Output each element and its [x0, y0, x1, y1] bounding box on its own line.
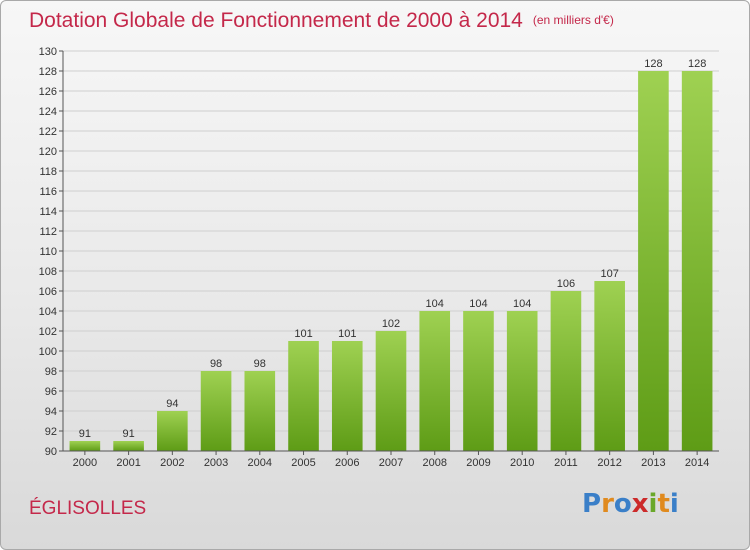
y-tick-label: 90 — [45, 446, 57, 458]
bar — [419, 311, 451, 451]
y-tick-label: 114 — [39, 206, 57, 218]
bar-value-label: 104 — [426, 298, 444, 310]
y-tick-label: 118 — [39, 166, 57, 178]
bar-value-label: 102 — [382, 318, 400, 330]
y-tick-label: 120 — [39, 146, 57, 158]
logo-letter: i — [669, 489, 679, 519]
y-tick-label: 128 — [39, 66, 57, 78]
bar — [594, 281, 625, 451]
bar-value-label: 104 — [513, 298, 531, 310]
bar-value-label: 101 — [338, 328, 356, 340]
commune-name: ÉGLISOLLES — [29, 498, 147, 519]
bar-value-label: 91 — [122, 428, 134, 440]
chart-title-text: Dotation Globale de Fonctionnement de 20… — [29, 9, 523, 32]
bar-value-label: 128 — [644, 58, 662, 70]
x-tick-label: 2002 — [160, 457, 184, 469]
y-tick-label: 110 — [39, 246, 57, 258]
bar — [638, 71, 669, 451]
bar — [331, 341, 363, 451]
bar-value-label: 107 — [600, 268, 618, 280]
bar-value-label: 98 — [210, 358, 222, 370]
y-tick-label: 124 — [39, 106, 57, 118]
x-tick-label: 2001 — [116, 457, 140, 469]
bars: 91 91 94 98 98 101 101 102 104 104 104 106 107 128 128 — [69, 58, 713, 451]
x-tick-label: 2013 — [641, 457, 665, 469]
bar — [113, 441, 144, 451]
x-tick-label: 2008 — [422, 457, 446, 469]
x-tick-label: 2005 — [291, 457, 315, 469]
y-tick-label: 122 — [39, 126, 57, 138]
y-tick-label: 130 — [39, 46, 57, 58]
logo-letter: i — [648, 489, 658, 519]
logo-letter: P — [582, 489, 602, 519]
bar-value-label: 106 — [557, 278, 575, 290]
x-tick-label: 2004 — [248, 457, 272, 469]
x-tick-label: 2009 — [466, 457, 490, 469]
y-tick-label: 94 — [45, 406, 57, 418]
logo-letter: o — [613, 489, 632, 519]
y-tick-label: 102 — [39, 326, 57, 338]
bar — [463, 311, 494, 451]
bar — [244, 371, 276, 451]
axes: 90 92 94 96 98 100 102 104 106 108 110 112 114 116 118… — [39, 46, 719, 469]
bar-value-label: 101 — [294, 328, 312, 340]
x-tick-label: 2011 — [554, 457, 578, 469]
chart-subtitle: (en milliers d'€) — [532, 13, 614, 27]
logo-letter: r — [601, 489, 614, 519]
bar — [288, 341, 319, 451]
y-tick-label: 108 — [39, 266, 57, 278]
bar-value-label: 98 — [254, 358, 266, 370]
bar — [157, 411, 188, 451]
bar — [506, 311, 538, 451]
proxiti-logo: Proxiti — [582, 489, 679, 519]
y-tick-label: 116 — [39, 186, 57, 198]
y-tick-label: 112 — [39, 226, 57, 238]
bar — [375, 331, 407, 451]
bar-value-label: 91 — [79, 428, 91, 440]
y-tick-label: 126 — [39, 86, 57, 98]
bar — [69, 441, 101, 451]
bar — [550, 291, 582, 451]
y-tick-label: 98 — [45, 366, 57, 378]
x-tick-label: 2003 — [204, 457, 228, 469]
x-tick-label: 2000 — [73, 457, 97, 469]
chart-title: Dotation Globale de Fonctionnement de 20… — [29, 9, 614, 33]
x-tick-label: 2007 — [379, 457, 403, 469]
bar — [200, 371, 232, 451]
x-tick-label: 2006 — [335, 457, 359, 469]
bar — [681, 71, 713, 451]
logo-letter: x — [631, 489, 649, 519]
logo-letter: t — [657, 489, 670, 519]
bar-value-label: 104 — [469, 298, 487, 310]
x-tick-label: 2012 — [597, 457, 621, 469]
y-tick-label: 100 — [39, 346, 57, 358]
y-tick-label: 92 — [45, 426, 57, 438]
y-tick-label: 96 — [45, 386, 57, 398]
x-tick-label: 2014 — [685, 457, 709, 469]
x-tick-label: 2010 — [510, 457, 534, 469]
bar-value-label: 94 — [166, 398, 178, 410]
y-tick-label: 104 — [39, 306, 57, 318]
bar-value-label: 128 — [688, 58, 706, 70]
y-tick-label: 106 — [39, 286, 57, 298]
